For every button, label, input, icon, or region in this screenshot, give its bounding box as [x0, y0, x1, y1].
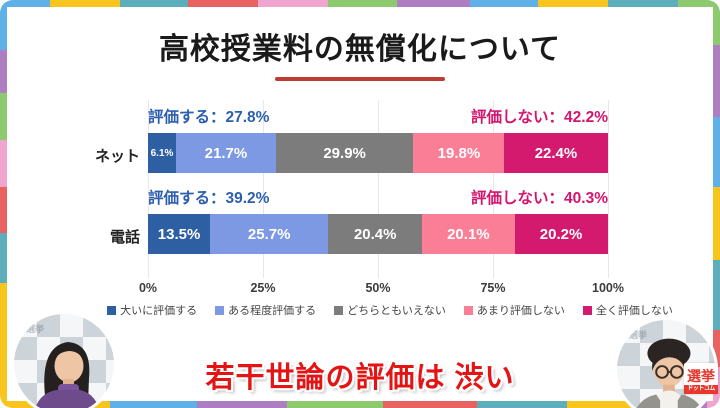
legend-label: ある程度評価する	[228, 305, 317, 317]
bar-segment: 22.4%	[504, 133, 608, 173]
legend-item: どちらともいえない	[334, 302, 446, 318]
page-title: 高校授業料の無償化について	[158, 33, 562, 66]
approve-total-net: 評価する：27.8%	[148, 109, 270, 126]
gridline-100	[608, 100, 609, 278]
bar-segment: 29.9%	[275, 133, 414, 173]
legend-label: 大いに評価する	[120, 305, 198, 317]
bar-segment: 20.1%	[422, 214, 515, 254]
logo-line2: ドットコム	[684, 385, 718, 394]
woman-avatar-illustration	[35, 342, 99, 408]
bar-segment: 20.4%	[328, 214, 423, 254]
bar-segment: 6.1%	[148, 133, 177, 173]
legend-label: 全く評価しない	[595, 305, 673, 317]
legend-item: ある程度評価する	[215, 302, 316, 318]
gridline-0	[148, 100, 149, 278]
bar-net: 6.1% 21.7% 29.9% 19.8% 22.4%	[148, 133, 608, 173]
bar-phone: 13.5% 25.7% 20.4% 20.1% 20.2%	[148, 214, 608, 254]
frame-border-bottom	[0, 401, 720, 408]
frame-border-right	[713, 0, 720, 408]
legend-swatch-icon	[582, 305, 592, 315]
legend-swatch-icon	[334, 305, 344, 315]
legend-label: あまり評価しない	[476, 305, 565, 317]
gridline-25	[263, 100, 264, 278]
legend-label: どちらともいえない	[347, 305, 446, 317]
x-tick: 100%	[592, 281, 624, 295]
bar-segment: 20.2%	[514, 214, 608, 254]
category-label-phone: 電話	[109, 229, 140, 246]
disapprove-total-phone: 評価しない：40.3%	[471, 190, 608, 207]
annotation-row-phone: 評価する：39.2% 評価しない：40.3%	[148, 186, 608, 208]
category-label-net: ネット	[94, 148, 140, 165]
legend-item: あまり評価しない	[463, 302, 565, 318]
x-tick: 25%	[250, 281, 276, 295]
avatar-backdrop-text: 選挙	[629, 330, 648, 340]
x-tick: 0%	[138, 281, 158, 295]
frame-border-left	[0, 0, 7, 408]
legend-item: 全く評価しない	[582, 302, 673, 318]
caption-banner: 若干世論の評価は 渋い	[205, 362, 515, 394]
disapprove-total-net: 評価しない：42.2%	[471, 109, 608, 126]
bar-segment: 21.7%	[176, 133, 276, 173]
man-avatar-illustration	[636, 338, 702, 408]
logo-line1: 選挙	[687, 368, 715, 384]
gridline-50	[378, 100, 379, 278]
legend-swatch-icon	[107, 305, 117, 315]
frame-border-top	[0, 0, 720, 7]
avatar-left: 選挙	[11, 311, 117, 408]
senkyo-dotcom-logo: 選挙 ドットコム	[684, 363, 718, 394]
legend-swatch-icon	[463, 305, 473, 315]
bar-segment: 25.7%	[210, 214, 329, 254]
gridline-75	[493, 100, 494, 278]
chart-legend: 大いに評価する ある程度評価する どちらともいえない あまり評価しない 全く評価…	[70, 302, 710, 318]
avatar-backdrop-text: 選挙	[26, 324, 45, 334]
x-tick: 75%	[480, 281, 506, 295]
title-underline	[275, 77, 445, 81]
annotation-row-net: 評価する：27.8% 評価しない：42.2%	[148, 105, 608, 127]
approve-total-phone: 評価する：39.2%	[148, 190, 270, 207]
bar-segment: 19.8%	[413, 133, 505, 173]
bar-segment: 13.5%	[148, 214, 211, 254]
legend-swatch-icon	[215, 305, 225, 315]
legend-item: 大いに評価する	[107, 302, 197, 318]
x-tick: 50%	[365, 281, 391, 295]
